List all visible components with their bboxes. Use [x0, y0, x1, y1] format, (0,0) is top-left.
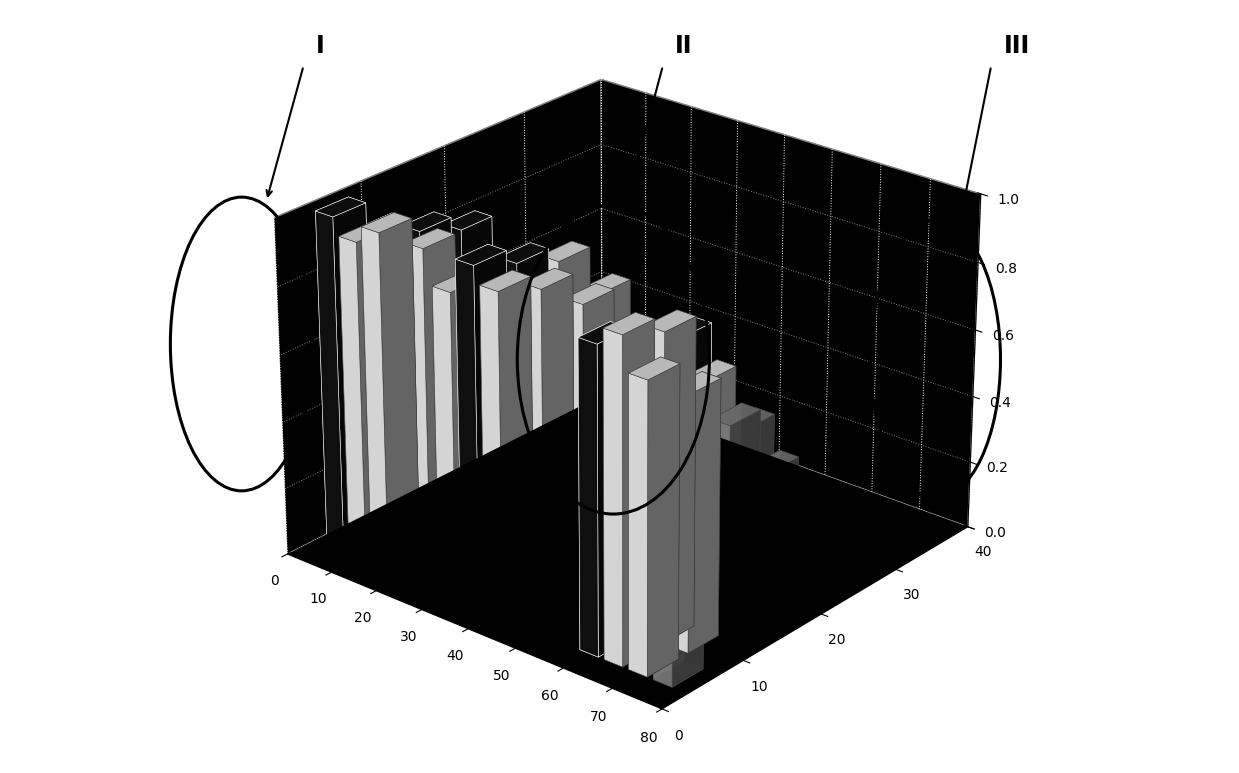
Text: II: II [675, 34, 693, 58]
Text: I: I [316, 34, 325, 58]
Text: III: III [1004, 34, 1030, 58]
